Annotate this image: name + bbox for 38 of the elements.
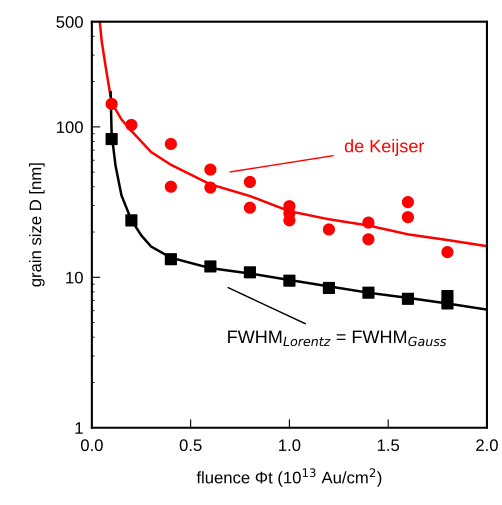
y-axis-title: grain size D [nm] [29,163,45,287]
point [402,292,414,305]
x-tick-label: 0.5 [180,439,202,452]
point [164,253,177,266]
point [441,297,454,310]
point [244,266,256,278]
point [441,246,454,258]
x-tick-label: 1.0 [279,439,300,452]
point [244,176,256,188]
point [125,214,138,226]
point [362,216,374,229]
point [106,98,118,110]
x-axis-title: fluence Φt (10$^{13}$ Au/cm$^{2}$) [196,468,382,487]
annotation: FWHM$_{Lorentz}$ = FWHM$_{Gauss}$ [228,330,446,346]
point [204,260,216,273]
y-tick-label: 500 [56,16,83,28]
point [204,164,216,176]
y-tick-label: 100 [57,121,83,134]
annotation: de Keijser [344,139,424,156]
x-tick-label: 2.0 [476,439,498,452]
x-tick-label: 1.5 [378,439,400,452]
point [204,181,216,194]
x-tick-label: 0.0 [80,439,103,452]
point [402,196,414,208]
point [322,223,335,236]
point [164,180,177,193]
point [402,211,414,224]
point [125,118,138,132]
point [283,274,296,287]
y-tick-label: 1 [76,422,83,434]
line-series [98,22,487,248]
point [244,202,256,214]
y-tick-label: 10 [66,272,83,284]
point [362,286,374,299]
point [322,282,335,294]
point [164,138,177,150]
point [362,233,374,246]
point [106,132,118,146]
